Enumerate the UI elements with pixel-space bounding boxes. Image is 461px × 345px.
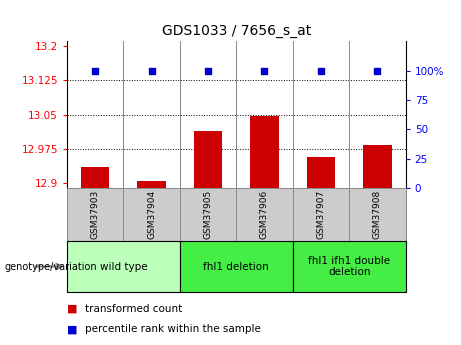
- Text: GSM37906: GSM37906: [260, 190, 269, 239]
- Text: genotype/variation: genotype/variation: [5, 262, 97, 272]
- Text: GSM37907: GSM37907: [316, 190, 325, 239]
- Bar: [293, 241, 406, 292]
- Text: wild type: wild type: [100, 262, 147, 272]
- Bar: [180, 241, 293, 292]
- Bar: [250, 116, 278, 188]
- Bar: [67, 188, 123, 241]
- Text: GSM37903: GSM37903: [90, 190, 100, 239]
- Bar: [363, 145, 391, 188]
- Text: GSM37908: GSM37908: [373, 190, 382, 239]
- Text: GSM37904: GSM37904: [147, 190, 156, 239]
- Bar: [293, 188, 349, 241]
- Text: percentile rank within the sample: percentile rank within the sample: [85, 325, 261, 334]
- Bar: [236, 188, 293, 241]
- Bar: [81, 167, 109, 188]
- Text: GSM37905: GSM37905: [203, 190, 213, 239]
- Bar: [307, 157, 335, 188]
- Text: fhl1 ifh1 double
deletion: fhl1 ifh1 double deletion: [308, 256, 390, 277]
- Bar: [67, 241, 180, 292]
- Bar: [137, 181, 165, 188]
- Bar: [123, 188, 180, 241]
- Bar: [349, 188, 406, 241]
- Text: ■: ■: [67, 304, 77, 314]
- Title: GDS1033 / 7656_s_at: GDS1033 / 7656_s_at: [162, 23, 311, 38]
- Text: transformed count: transformed count: [85, 304, 183, 314]
- Bar: [180, 188, 236, 241]
- Bar: [194, 131, 222, 188]
- Text: ■: ■: [67, 325, 77, 334]
- Text: fhl1 deletion: fhl1 deletion: [203, 262, 269, 272]
